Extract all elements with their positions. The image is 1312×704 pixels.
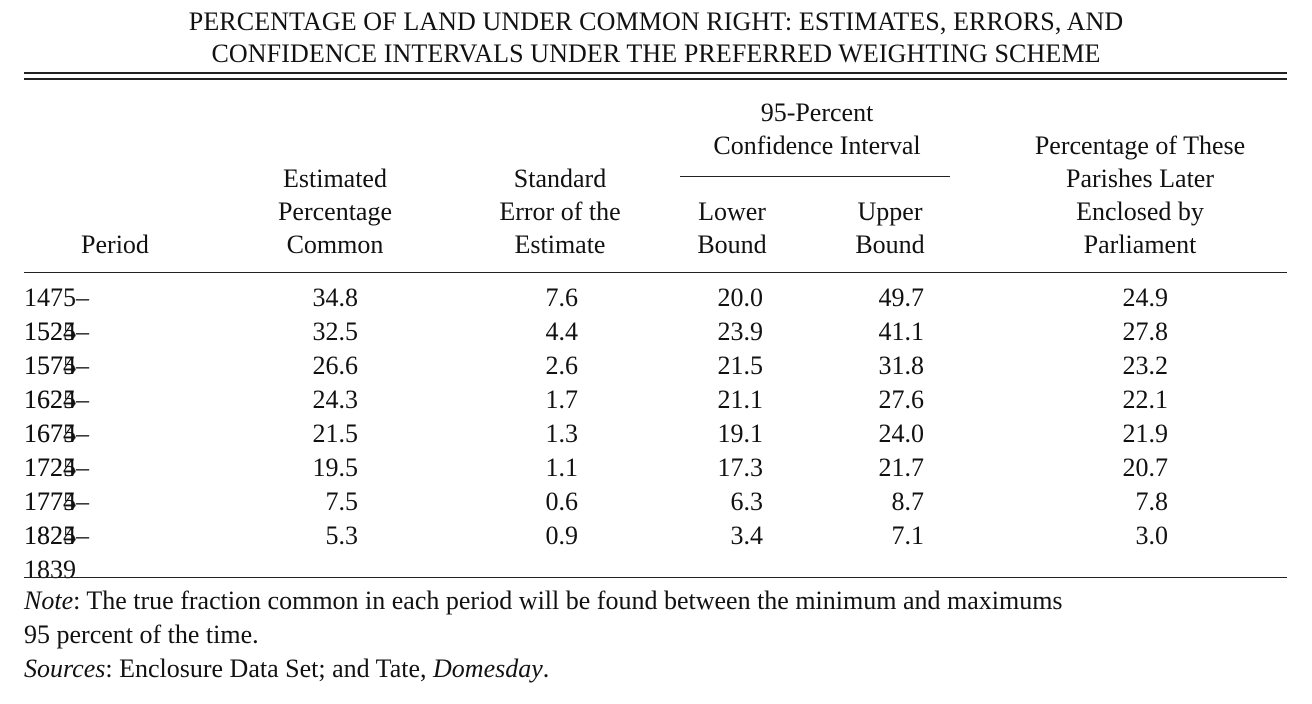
cell-period: 1625–1674 — [24, 385, 89, 448]
cell-lower: 6.3 — [730, 487, 764, 516]
cell-parliament: 20.7 — [1122, 453, 1169, 482]
note-label: Note — [24, 586, 74, 615]
table-bottom-rule — [24, 577, 1287, 578]
header-lower-line: Bound — [697, 230, 767, 259]
cell-std-error: 1.3 — [545, 419, 579, 448]
header-upper: Upper Bound — [830, 195, 950, 261]
cell-upper: 41.1 — [878, 317, 925, 346]
sources-label: Sources — [24, 654, 106, 683]
title-double-rule-bottom — [24, 78, 1287, 80]
cell-parliament: 27.8 — [1122, 317, 1169, 346]
header-lower-line: Lower — [698, 197, 766, 226]
cell-std-error: 4.4 — [545, 317, 579, 346]
cell-upper: 8.7 — [891, 487, 925, 516]
cell-parliament: 7.8 — [1135, 487, 1169, 516]
cell-std-error: 0.6 — [545, 487, 579, 516]
cell-estimate: 5.3 — [325, 521, 359, 550]
header-ci-line: Confidence Interval — [713, 131, 921, 160]
header-std-error-line: Estimate — [514, 230, 606, 259]
sources-end: . — [542, 654, 550, 683]
cell-upper: 24.0 — [878, 419, 925, 448]
header-period: Period — [81, 230, 149, 259]
cell-std-error: 7.6 — [545, 283, 579, 312]
header-parliament-line: Parliament — [1083, 230, 1197, 259]
cell-upper: 21.7 — [878, 453, 925, 482]
cell-period: 1575–1624 — [24, 351, 89, 414]
sources-title: Domesday — [433, 654, 543, 683]
cell-period: 1475–1524 — [24, 283, 89, 346]
header-estimated-line: Estimated — [283, 164, 387, 193]
ci-spanner-rule — [680, 176, 950, 177]
table-note-continued: 95 percent of the time. — [24, 618, 1294, 652]
cell-estimate: 24.3 — [312, 385, 359, 414]
title-double-rule-top — [24, 72, 1287, 74]
cell-parliament: 21.9 — [1122, 419, 1169, 448]
cell-parliament: 22.1 — [1122, 385, 1169, 414]
header-estimated-line: Percentage — [277, 197, 393, 226]
cell-lower: 3.4 — [730, 521, 764, 550]
cell-upper: 49.7 — [878, 283, 925, 312]
cell-estimate: 19.5 — [312, 453, 359, 482]
header-std-error: Standard Error of the Estimate — [470, 162, 650, 261]
cell-lower: 23.9 — [717, 317, 764, 346]
cell-period: 1775–1824 — [24, 487, 89, 550]
header-parliament-line: Percentage of These — [1034, 131, 1246, 160]
cell-lower: 20.0 — [717, 283, 764, 312]
cell-period: 1675–1724 — [24, 419, 89, 482]
cell-upper: 31.8 — [878, 351, 925, 380]
cell-lower: 21.1 — [717, 385, 764, 414]
table-note: Note: The true fraction common in each p… — [24, 584, 1294, 618]
cell-std-error: 0.9 — [545, 521, 579, 550]
sources-text: : Enclosure Data Set; and Tate, — [105, 654, 434, 683]
table-title: PERCENTAGE OF LAND UNDER COMMON RIGHT: E… — [24, 6, 1288, 70]
header-ci-line: 95-Percent — [760, 98, 874, 127]
header-upper-line: Upper — [857, 197, 923, 226]
cell-parliament: 3.0 — [1135, 521, 1169, 550]
cell-parliament: 23.2 — [1122, 351, 1169, 380]
header-lower: Lower Bound — [672, 195, 792, 261]
header-estimated: Estimated Percentage Common — [250, 162, 420, 261]
header-std-error-line: Error of the — [499, 197, 621, 226]
header-upper-line: Bound — [855, 230, 925, 259]
title-line-1: PERCENTAGE OF LAND UNDER COMMON RIGHT: E… — [188, 7, 1124, 36]
cell-period: 1525–1574 — [24, 317, 89, 380]
cell-lower: 19.1 — [717, 419, 764, 448]
cell-estimate: 21.5 — [312, 419, 359, 448]
header-estimated-line: Common — [286, 230, 384, 259]
cell-std-error: 1.7 — [545, 385, 579, 414]
cell-parliament: 24.9 — [1122, 283, 1169, 312]
header-std-error-line: Standard — [513, 164, 607, 193]
cell-estimate: 34.8 — [312, 283, 359, 312]
header-parliament-line: Enclosed by — [1076, 197, 1204, 226]
cell-period: 1825–1839 — [24, 521, 89, 584]
cell-upper: 7.1 — [891, 521, 925, 550]
cell-estimate: 32.5 — [312, 317, 359, 346]
cell-std-error: 2.6 — [545, 351, 579, 380]
header-rule — [24, 272, 1287, 273]
header-parliament-line: Parishes Later — [1065, 164, 1214, 193]
cell-estimate: 7.5 — [325, 487, 359, 516]
header-parliament: Percentage of These Parishes Later Enclo… — [1000, 129, 1280, 261]
cell-period: 1725–1774 — [24, 453, 89, 516]
note-text-2: 95 percent of the time. — [24, 620, 259, 649]
cell-lower: 17.3 — [717, 453, 764, 482]
title-line-2: CONFIDENCE INTERVALS UNDER THE PREFERRED… — [211, 39, 1101, 68]
cell-estimate: 26.6 — [312, 351, 359, 380]
table-sources: Sources: Enclosure Data Set; and Tate, D… — [24, 652, 1294, 686]
cell-upper: 27.6 — [878, 385, 925, 414]
cell-lower: 21.5 — [717, 351, 764, 380]
header-ci-group: 95-Percent Confidence Interval — [672, 96, 962, 162]
note-text: : The true fraction common in each perio… — [73, 586, 1063, 615]
cell-std-error: 1.1 — [545, 453, 579, 482]
